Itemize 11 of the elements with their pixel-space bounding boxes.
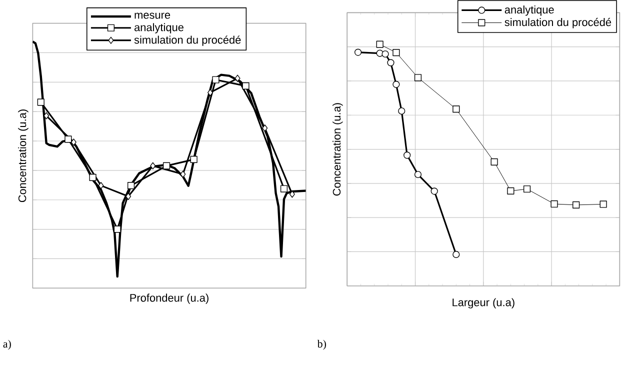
text: a) [3, 340, 11, 350]
y-axis-title: Concentration (u.a) [332, 103, 343, 196]
x-axis-title: Profondeur (u.a) [130, 294, 208, 304]
legend-label: simulation du procédé [504, 18, 612, 28]
legend-label: mesure [134, 12, 170, 19]
y-axis-title: Concentration (u.a) [18, 110, 28, 202]
x-axis-title: Largeur (u.a) [452, 298, 514, 308]
legend-label: analytique [134, 23, 184, 34]
text: b) [317, 340, 326, 350]
legend-label: analytique [504, 6, 554, 16]
legend-label: simulation du procédé [134, 36, 241, 46]
